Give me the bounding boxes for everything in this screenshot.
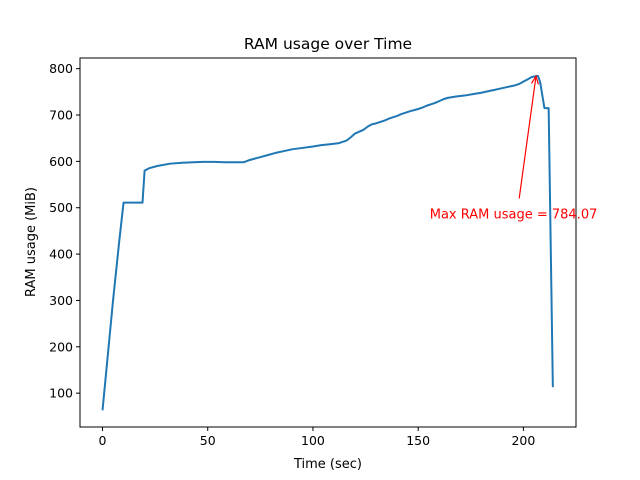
- y-tick-label: 400: [49, 247, 73, 262]
- x-tick-label: 200: [511, 433, 535, 448]
- chart-title: RAM usage over Time: [244, 35, 412, 53]
- y-axis: 100 200 300 400 500 600 700 800: [49, 61, 80, 401]
- y-axis-label: RAM usage (MiB): [24, 187, 39, 297]
- y-tick-label: 500: [49, 200, 73, 215]
- y-tick-label: 200: [49, 339, 73, 354]
- y-tick-label: 100: [49, 386, 73, 401]
- axes-frame: [79, 57, 577, 428]
- y-tick-label: 800: [49, 61, 73, 76]
- x-axis: 0 50 100 150 200: [99, 427, 535, 448]
- annotation-text: Max RAM usage = 784.07: [430, 207, 598, 222]
- x-tick-label: 0: [99, 433, 107, 448]
- annotation-arrowhead: [530, 74, 539, 85]
- series-line-0: [101, 75, 554, 411]
- max-annotation: Max RAM usage = 784.07: [430, 74, 598, 222]
- annotation-arrow: [518, 75, 537, 199]
- x-tick-label: 100: [301, 433, 325, 448]
- x-tick-label: 50: [200, 433, 216, 448]
- y-tick-label: 700: [49, 108, 73, 123]
- y-tick-label: 600: [49, 154, 73, 169]
- x-axis-label: Time (sec): [293, 457, 362, 472]
- y-tick-label: 300: [49, 293, 73, 308]
- plot-area: [101, 75, 554, 411]
- x-tick-label: 150: [406, 433, 430, 448]
